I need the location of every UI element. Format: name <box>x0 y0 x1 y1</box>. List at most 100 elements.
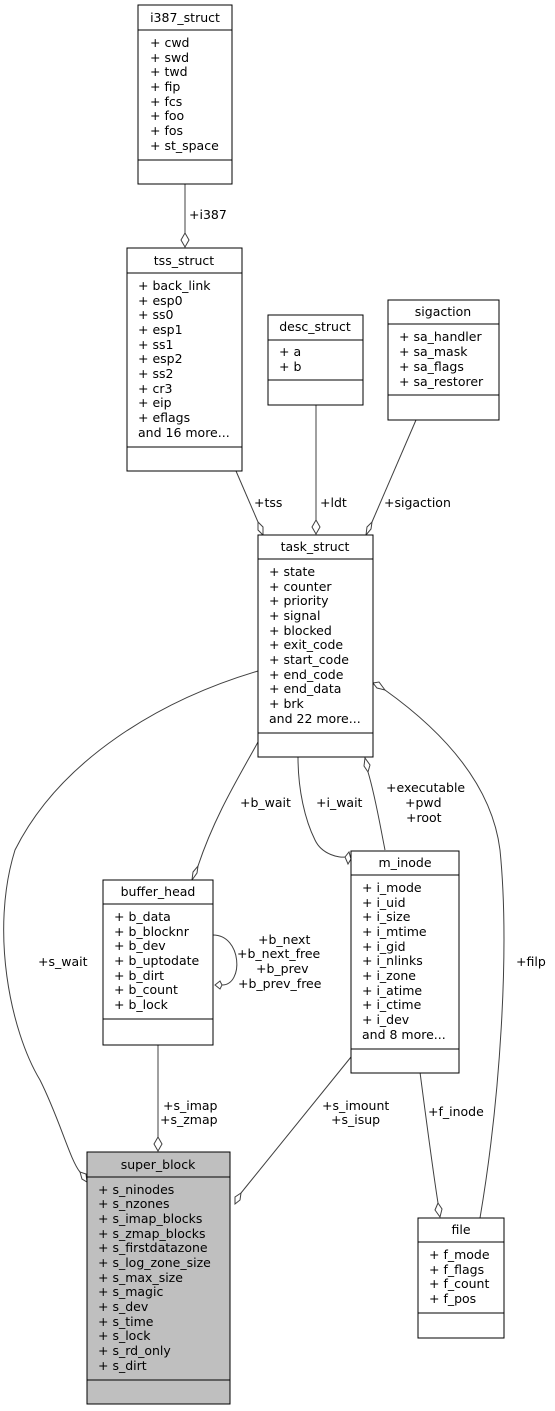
member: + s_imap_blocks <box>98 1211 202 1226</box>
member: + i_size <box>362 909 411 924</box>
edge-label-f-inode: +f_inode <box>428 1104 484 1119</box>
member: + esp1 <box>138 322 183 337</box>
member: + priority <box>269 593 329 608</box>
node-tss-struct: tss_struct + back_link + esp0 + ss0 + es… <box>126 247 243 472</box>
node-m-inode: m_inode + i_mode + i_uid + i_size + i_mt… <box>350 850 460 1074</box>
member: + swd <box>150 50 189 65</box>
member: + state <box>269 564 315 579</box>
member: + cwd <box>150 35 189 50</box>
node-title: tss_struct <box>154 253 215 268</box>
member: + i_zone <box>362 968 416 983</box>
member: + blocked <box>269 623 332 638</box>
member: + i_gid <box>362 939 406 954</box>
member: + ss2 <box>138 366 173 381</box>
edge-s-wait: +s_wait <box>3 670 259 1183</box>
member: + s_magic <box>98 1284 163 1299</box>
member: + s_lock <box>98 1328 151 1343</box>
edge-filp: +filp <box>372 681 546 1219</box>
edge-label-b-prev-free: +b_prev_free <box>238 976 322 991</box>
member: + eip <box>138 395 172 410</box>
node-title: desc_struct <box>279 319 351 334</box>
member: and 8 more... <box>362 1027 446 1042</box>
edge-tss: +tss <box>235 470 282 537</box>
member: + b_count <box>114 982 178 997</box>
member: + s_log_zone_size <box>98 1255 211 1270</box>
member: + b_uptodate <box>114 953 200 968</box>
edge-b-next: +b_next +b_next_free +b_prev +b_prev_fre… <box>212 932 322 991</box>
node-buffer-head: buffer_head + b_data + b_blocknr + b_dev… <box>102 879 214 1046</box>
member: + s_nzones <box>98 1196 169 1211</box>
member: + esp2 <box>138 351 183 366</box>
member: + s_time <box>98 1314 154 1329</box>
edge-label-root: +root <box>406 810 442 825</box>
edge-label-s-imap: +s_imap <box>163 1098 218 1113</box>
edge-s-imount: +s_imount +s_isup <box>234 1056 389 1206</box>
edge-i387: +i387 <box>180 184 227 249</box>
member: + sa_mask <box>399 344 468 359</box>
node-title: super_block <box>121 1157 196 1172</box>
edge-label-s-imount: +s_imount <box>322 1098 389 1113</box>
member: + ss0 <box>138 307 173 322</box>
member: + start_code <box>269 652 349 667</box>
edge-label-s-wait: +s_wait <box>38 954 88 969</box>
member: + s_rd_only <box>98 1343 171 1358</box>
node-file: file + f_mode + f_flags + f_count + f_po… <box>417 1217 505 1339</box>
member: + s_dev <box>98 1299 149 1314</box>
member: + end_code <box>269 667 344 682</box>
member: + sa_flags <box>399 359 464 374</box>
edge-f-inode: +f_inode <box>417 1056 484 1219</box>
edge-b-wait: +b_wait <box>191 741 291 881</box>
edge-label-pwd: +pwd <box>405 795 442 810</box>
member: + b_dev <box>114 938 166 953</box>
member: + fip <box>150 79 180 94</box>
member: + b <box>279 359 301 374</box>
member: + ss1 <box>138 337 173 352</box>
member: + sa_handler <box>399 329 482 344</box>
member: + i_mtime <box>362 924 427 939</box>
node-title: i387_struct <box>150 10 220 25</box>
member: + b_blocknr <box>114 924 190 939</box>
member: + s_zmap_blocks <box>98 1226 205 1241</box>
member: + s_dirt <box>98 1358 147 1373</box>
member: + end_data <box>269 681 341 696</box>
edge-ldt: +ldt <box>311 405 347 536</box>
member: + s_max_size <box>98 1270 183 1285</box>
member: + i_dev <box>362 1012 410 1027</box>
member: + eflags <box>138 410 190 425</box>
member: + f_mode <box>429 1247 490 1262</box>
node-super-block: super_block + s_ninodes + s_nzones + s_i… <box>86 1151 231 1405</box>
edge-label-b-wait: +b_wait <box>240 795 291 810</box>
member: + f_count <box>429 1276 489 1291</box>
member: + i_nlinks <box>362 953 423 968</box>
node-desc-struct: desc_struct + a + b <box>267 314 364 406</box>
member: + sa_restorer <box>399 374 484 389</box>
member: + esp0 <box>138 293 183 308</box>
member: and 22 more... <box>269 711 361 726</box>
node-title: sigaction <box>415 304 471 319</box>
node-sigaction: sigaction + sa_handler + sa_mask + sa_fl… <box>387 299 500 421</box>
member: + exit_code <box>269 637 343 652</box>
member: + b_data <box>114 909 171 924</box>
member: + counter <box>269 579 332 594</box>
node-title: m_inode <box>378 855 431 870</box>
edge-label-i-wait: +i_wait <box>316 795 363 810</box>
edge-label-ldt: +ldt <box>320 495 347 510</box>
member: + signal <box>269 608 320 623</box>
member: + a <box>279 344 301 359</box>
member: + f_pos <box>429 1291 476 1306</box>
member: + i_uid <box>362 895 406 910</box>
edge-executable: +executable +pwd +root <box>363 756 465 851</box>
edge-label-b-prev: +b_prev <box>256 961 309 976</box>
member: + foo <box>150 108 184 123</box>
edge-label-b-next-free: +b_next_free <box>237 946 321 961</box>
member: + s_ninodes <box>98 1182 174 1197</box>
edge-label-i387: +i387 <box>189 207 227 222</box>
edge-i-wait: +i_wait <box>297 756 363 866</box>
member: + st_space <box>150 138 219 153</box>
edge-label-sigaction: +sigaction <box>384 495 451 510</box>
edge-s-imap: +s_imap +s_zmap <box>153 1045 218 1153</box>
member: + twd <box>150 64 188 79</box>
member: + back_link <box>138 278 211 293</box>
member: + f_flags <box>429 1262 484 1277</box>
